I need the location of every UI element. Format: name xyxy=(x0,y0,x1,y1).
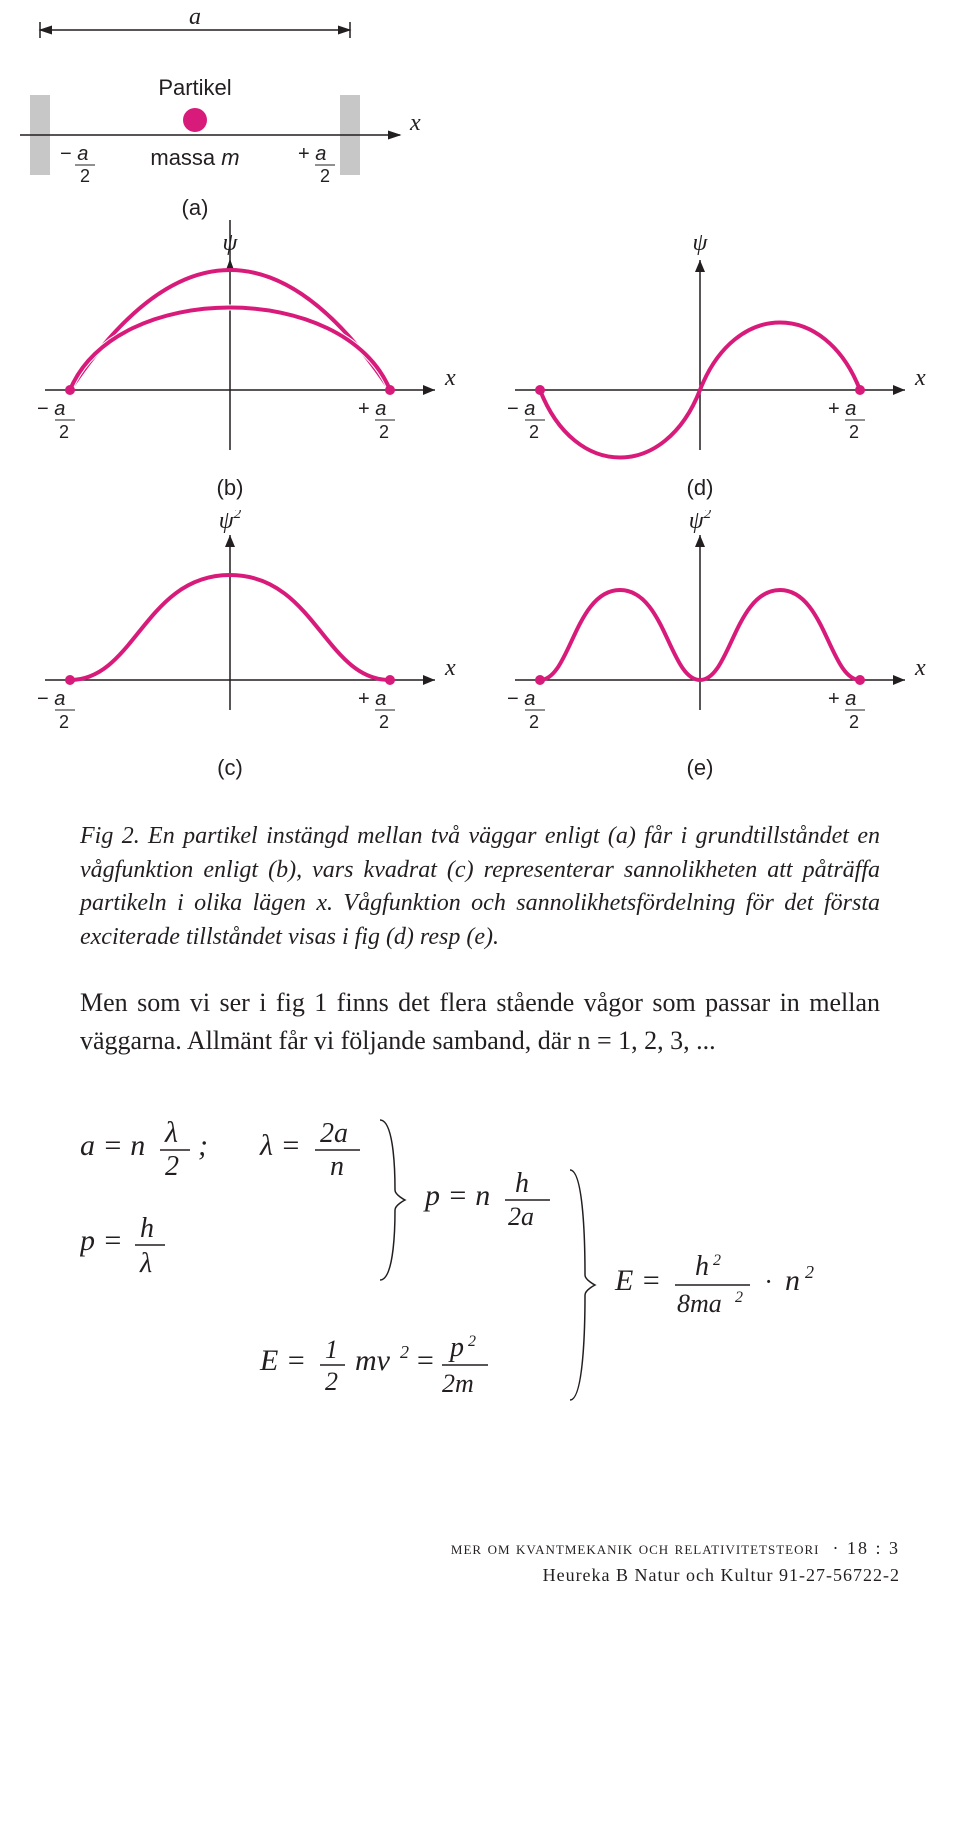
eq-lambda-2an: λ = xyxy=(259,1129,301,1162)
footer-line1: mer om kvantmekanik och relativitetsteor… xyxy=(60,1538,900,1559)
svg-text:2: 2 xyxy=(379,712,389,732)
svg-text:2: 2 xyxy=(325,1367,338,1396)
svg-text:2: 2 xyxy=(59,422,69,442)
svg-text:1: 1 xyxy=(325,1335,338,1364)
equations-block: a = n λ 2 ; λ = 2a n p = h λ p = n h 2a … xyxy=(80,1100,880,1438)
svg-text:λ: λ xyxy=(139,1248,152,1279)
svg-text:2: 2 xyxy=(735,1289,743,1306)
svg-text:2: 2 xyxy=(849,422,859,442)
figure-caption: Fig 2. En partikel instängd mellan två v… xyxy=(80,820,880,954)
svg-text:2a: 2a xyxy=(320,1118,348,1149)
eq-p-hlambda: p = xyxy=(80,1224,123,1257)
eq-a-nlambda: a = n xyxy=(80,1129,145,1162)
svg-text:+ a: + a xyxy=(358,398,386,420)
equations-svg: a = n λ 2 ; λ = 2a n p = h λ p = n h 2a … xyxy=(80,1100,880,1430)
svg-text:− a: − a xyxy=(507,398,535,420)
svg-text:2a: 2a xyxy=(508,1202,534,1231)
svg-text:2: 2 xyxy=(805,1262,814,1282)
ylabel-d: ψ xyxy=(693,230,709,256)
label-a-top: a xyxy=(189,4,201,30)
label-massa: massa m xyxy=(150,145,239,170)
eq-E-final: E = xyxy=(614,1264,661,1297)
figure-a-svg: a x Partikel massa m − a 2 + a 2 (a) xyxy=(0,0,960,220)
svg-text:+ a: + a xyxy=(828,688,856,710)
xlabel-e: x xyxy=(914,655,926,681)
svg-text:2: 2 xyxy=(165,1151,179,1182)
page-footer: mer om kvantmekanik och relativitetsteor… xyxy=(60,1538,900,1586)
svg-text:2m: 2m xyxy=(442,1369,474,1398)
svg-text:2: 2 xyxy=(80,166,90,186)
ylabel-e: ψ2 xyxy=(689,510,712,534)
svg-text:h: h xyxy=(515,1168,529,1199)
panel-label-a: (a) xyxy=(182,195,209,220)
svg-text:8ma: 8ma xyxy=(677,1289,722,1318)
xlabel-d: x xyxy=(914,365,926,391)
particle-icon xyxy=(183,108,207,132)
svg-text:2: 2 xyxy=(529,712,539,732)
eq-E-kinetic: E = xyxy=(259,1344,306,1377)
panel-label-c: (c) xyxy=(217,755,243,780)
label-partikel: Partikel xyxy=(158,75,231,100)
svg-text:+ a: + a xyxy=(358,688,386,710)
ylabel-c: ψ2 xyxy=(219,510,242,534)
svg-text:h: h xyxy=(695,1251,709,1282)
svg-text:=: = xyxy=(415,1344,435,1377)
svg-text:2: 2 xyxy=(379,422,389,442)
svg-text:n: n xyxy=(785,1264,800,1297)
svg-text:p: p xyxy=(448,1332,464,1363)
xlabel-c: x xyxy=(444,655,456,681)
svg-text:2: 2 xyxy=(713,1252,721,1269)
svg-text:+ a: + a xyxy=(828,398,856,420)
page: a x Partikel massa m − a 2 + a 2 (a) xyxy=(0,0,960,1586)
svg-text:2: 2 xyxy=(529,422,539,442)
ylabel-b: ψ xyxy=(223,230,239,256)
svg-text:− a: − a xyxy=(507,688,535,710)
figure-row-bd-svg: ψ x − a 2 + a 2 (b) ψ xyxy=(0,220,960,510)
svg-text:h: h xyxy=(140,1213,154,1244)
body-paragraph: Men som vi ser i fig 1 finns det flera s… xyxy=(80,984,880,1059)
svg-text:2: 2 xyxy=(320,166,330,186)
svg-text:λ: λ xyxy=(164,1116,178,1149)
label-neg-a2-a: − a xyxy=(60,143,88,165)
svg-text:n: n xyxy=(330,1151,344,1182)
panel-label-d: (d) xyxy=(687,475,714,500)
svg-text:2: 2 xyxy=(400,1342,409,1362)
svg-text:·: · xyxy=(765,1267,772,1296)
eq-p-nh2a: p = n xyxy=(423,1179,490,1212)
xlabel-b: x xyxy=(444,365,456,391)
panel-label-e: (e) xyxy=(687,755,714,780)
panel-label-b: (b) xyxy=(217,475,244,500)
footer-line2: Heureka B Natur och Kultur 91-27-56722-2 xyxy=(60,1565,900,1586)
svg-text:− a: − a xyxy=(37,398,65,420)
svg-text:mv: mv xyxy=(355,1344,391,1377)
figure-row-ce-svg: ψ2 x − a 2 + a 2 (c) ψ2 x xyxy=(0,510,960,790)
svg-text:− a: − a xyxy=(37,688,65,710)
svg-text:;: ; xyxy=(198,1129,208,1162)
svg-text:2: 2 xyxy=(849,712,859,732)
svg-text:2: 2 xyxy=(59,712,69,732)
label-x-a: x xyxy=(409,110,421,136)
svg-text:2: 2 xyxy=(468,1333,476,1350)
label-pos-a2-a: + a xyxy=(298,143,326,165)
